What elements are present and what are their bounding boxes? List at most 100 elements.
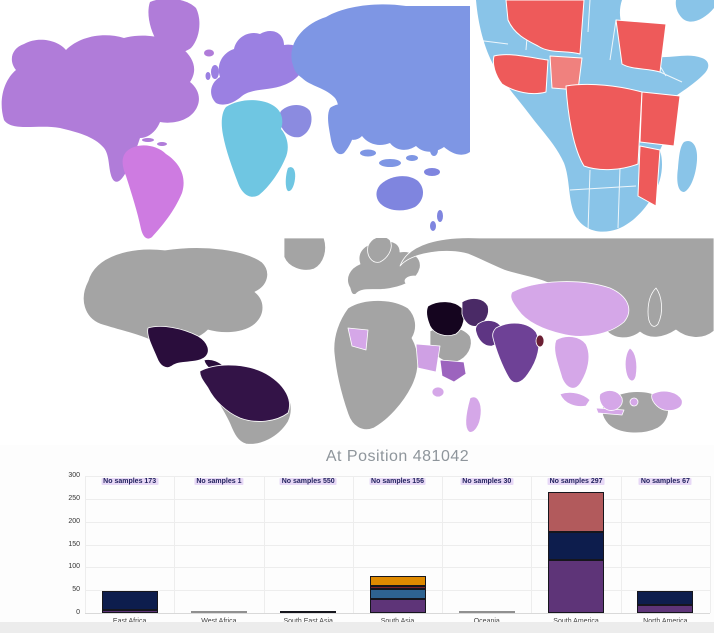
north-america-shape [83,247,269,348]
indochina-shape [554,336,590,389]
black-sea [404,275,424,287]
country-border [587,169,591,232]
ethiopia-shape [439,359,467,383]
gridline [85,521,710,523]
malaysia-shape [559,392,591,407]
country-border [587,0,591,33]
china-shape [510,281,630,337]
new-zealand-shape [430,221,436,231]
sudan-shape [415,343,441,373]
y-tick-label: 250 [68,494,80,502]
africa-shape [221,100,288,197]
y-tick-label: 50 [72,586,80,594]
endemic-region-west-coast [492,54,549,95]
sample-count-label: No samples 30 [460,478,514,485]
column-separator [531,476,533,613]
endemic-region-mali [505,0,585,55]
column-separator [174,476,176,613]
greenland-shape [148,0,200,53]
country-border [569,185,637,191]
sulawesi-shape [406,155,418,161]
column-separator [263,476,265,613]
uk-shape [211,65,219,79]
africa-endemicity-map-panel [470,0,714,232]
bar-segment-steelblue [369,588,426,599]
category-label: South Asia [353,618,442,625]
madagascar-shape [285,167,296,192]
uganda-shape [431,386,445,398]
bar-segment-gray [190,611,247,613]
mexico-shape [147,326,209,368]
caribbean-shape [142,138,154,142]
bar-chart-plot: 0 50 100 150 200 250 300 No samples 173 East Afr… [0,445,714,633]
gridline [85,567,710,569]
y-tick-label: 150 [68,540,80,548]
country-border [617,167,621,229]
bar-segment-gray [458,611,515,613]
northern-south-america-shape [199,364,290,422]
sumatra-shape [360,149,376,157]
gridline [85,476,710,477]
column-separator [442,476,444,613]
sample-count-label: No samples 1 [194,478,244,485]
category-label: North America [621,618,710,625]
category-label: Oceania [442,618,531,625]
bar-segment-purple [637,604,694,613]
bar-segment-darkred [369,586,426,589]
sample-count-label: No samples 67 [638,478,692,485]
australia-shape [376,176,424,211]
borneo-shape [599,390,623,411]
south-america-shape [122,145,184,239]
endemic-region-east [639,91,681,147]
continents-map-panel [0,0,470,240]
sample-count-label: No samples 550 [279,478,337,485]
column-separator [352,476,354,613]
north-america-shape [1,35,199,182]
philippines-shape [430,144,438,156]
sample-count-label: No samples 156 [369,478,426,485]
afghanistan-shape [461,298,489,327]
sample-choropleth-map-panel [0,238,714,445]
category-label: West Africa [174,618,263,625]
column-separator [710,476,711,613]
caspian-sea [437,278,451,302]
category-label: East Africa [85,618,174,625]
madagascar-shape [465,396,482,433]
japan-shape [647,287,662,327]
africa-shape [333,300,419,431]
caribbean-shape [157,142,167,146]
sample-count-label: No samples 173 [101,478,159,485]
category-label: South East Asia [264,618,353,625]
bar-segment-purple [548,560,605,613]
country-border [609,19,617,61]
endemic-region-mozambique [637,145,661,207]
bar-segment-purple [369,598,426,613]
asia-shape [291,4,470,155]
bar-segment-orange [369,576,426,587]
india-shape [492,322,540,384]
endemic-region-central [565,83,643,171]
greenland-shape [283,238,326,271]
bar-segment-purple [101,610,158,613]
bar-segment-navy [637,591,694,605]
bar-segment-navy [548,532,605,560]
bar-segment-navy [280,611,337,613]
iceland-shape [204,49,214,57]
gridline [85,613,710,614]
bar-segment-rose [548,492,605,533]
allele-frequency-chart: At Position 481042 0 50 100 150 200 250 300 No … [0,445,714,633]
y-tick-label: 0 [76,609,80,616]
sulawesi-shape [629,397,639,407]
new-guinea-shape [424,168,440,176]
country-border [475,39,509,45]
iran-shape [426,301,465,336]
mauritania-shape [347,327,369,351]
bar-segment-navy [101,591,158,611]
bottom-strip [0,622,714,633]
y-tick-label: 300 [68,472,80,479]
japan-shape [394,70,407,106]
bangladesh-shape [535,334,545,348]
chart-title: At Position 481042 [325,448,470,465]
philippines-shape [624,347,638,382]
arabia-tip-shape [675,0,714,22]
